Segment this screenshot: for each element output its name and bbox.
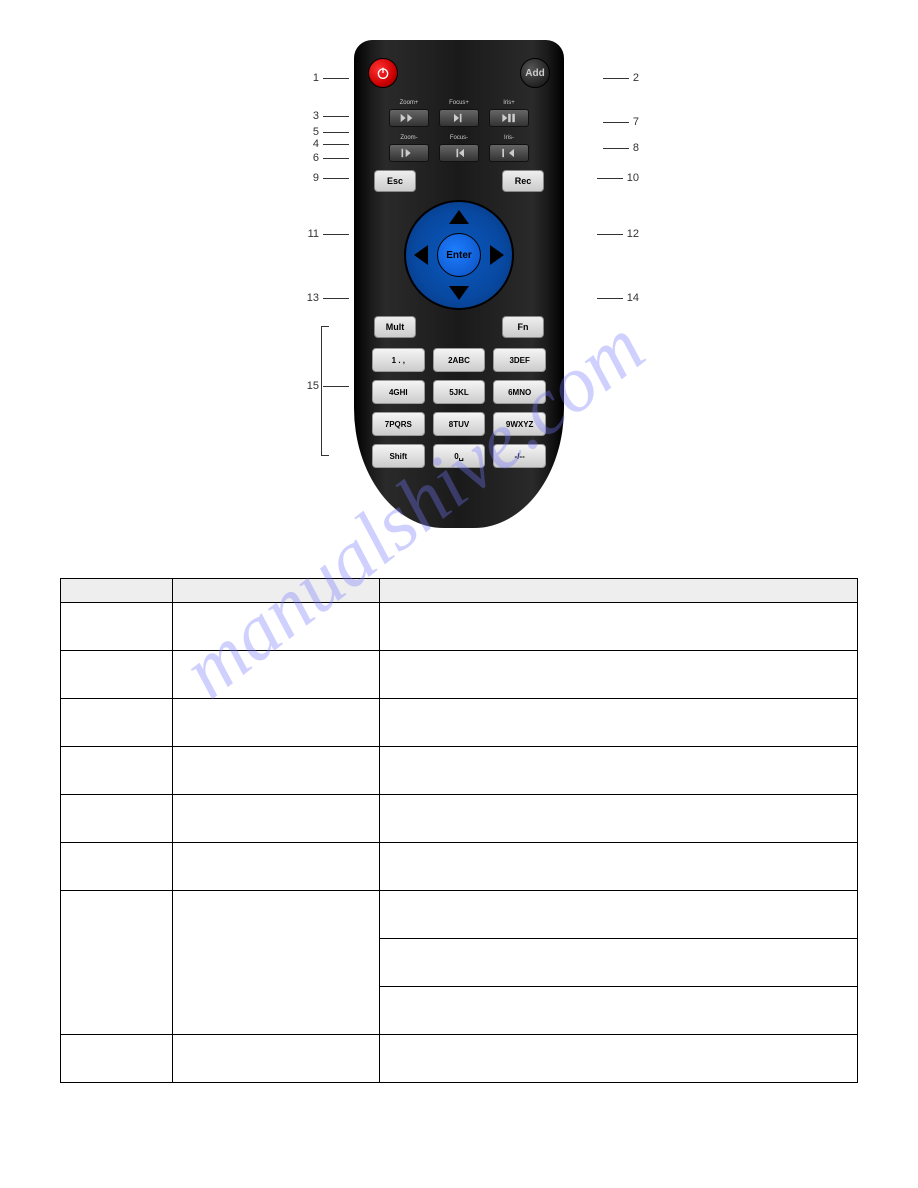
- enter-button[interactable]: Enter: [437, 233, 481, 277]
- cell-func: [379, 603, 857, 651]
- callout-14: 14: [569, 292, 639, 304]
- callout-7: 7: [569, 116, 639, 128]
- th-sn: [61, 579, 173, 603]
- callout-6: 6: [279, 152, 349, 164]
- keypad-key-11[interactable]: -/--: [493, 444, 546, 468]
- cell-sn: [61, 747, 173, 795]
- cell-sn: [61, 1035, 173, 1083]
- cell-name: [172, 747, 379, 795]
- cell-name: [172, 651, 379, 699]
- power-button[interactable]: [368, 58, 398, 88]
- keypad-key-7[interactable]: 8TUV: [433, 412, 486, 436]
- focus-plus-label: Focus+: [449, 100, 469, 108]
- cell-func: [379, 843, 857, 891]
- focus-minus-button[interactable]: [439, 144, 479, 162]
- rec-button[interactable]: Rec: [502, 170, 544, 192]
- table-row: [61, 699, 858, 747]
- callout-12: 12: [569, 228, 639, 240]
- cell-sn: [61, 891, 173, 1035]
- dpad-right[interactable]: [490, 245, 504, 265]
- zoom-minus-label: Zoom-: [400, 135, 417, 143]
- keypad-key-6[interactable]: 7PQRS: [372, 412, 425, 436]
- callout-11: 11: [279, 228, 349, 240]
- callout-15: 15: [279, 380, 349, 392]
- callout-4: 4: [279, 138, 349, 150]
- table-row: [61, 603, 858, 651]
- cell-func: [379, 1035, 857, 1083]
- keypad-key-9[interactable]: Shift: [372, 444, 425, 468]
- callout-9: 9: [279, 172, 349, 184]
- dpad-left[interactable]: [414, 245, 428, 265]
- dpad: Enter: [404, 200, 514, 310]
- cell-func: [379, 651, 857, 699]
- zoom-plus-button[interactable]: [389, 109, 429, 127]
- esc-button[interactable]: Esc: [374, 170, 416, 192]
- dpad-up[interactable]: [449, 210, 469, 224]
- remote-figure: 135469111315 278101214 Add Zoom+ Foc: [60, 40, 858, 528]
- cell-sn: [61, 603, 173, 651]
- cell-sn: [61, 651, 173, 699]
- cell-func: [379, 891, 857, 939]
- table-row: [61, 843, 858, 891]
- cell-sn: [61, 795, 173, 843]
- callout-1: 1: [279, 72, 349, 84]
- cell-func: [379, 939, 857, 987]
- cell-name: [172, 843, 379, 891]
- fn-button[interactable]: Fn: [502, 316, 544, 338]
- cell-func: [379, 795, 857, 843]
- cell-sn: [61, 843, 173, 891]
- focus-minus-label: Focus-: [450, 135, 468, 143]
- callout-10: 10: [569, 172, 639, 184]
- focus-plus-button[interactable]: [439, 109, 479, 127]
- cell-func: [379, 747, 857, 795]
- callout-13: 13: [279, 292, 349, 304]
- keypad-key-3[interactable]: 4GHI: [372, 380, 425, 404]
- keypad-key-0[interactable]: 1 . ,: [372, 348, 425, 372]
- page: 135469111315 278101214 Add Zoom+ Foc: [0, 0, 918, 1123]
- mult-button[interactable]: Mult: [374, 316, 416, 338]
- dpad-down[interactable]: [449, 286, 469, 300]
- add-button[interactable]: Add: [520, 58, 550, 88]
- cell-func: [379, 699, 857, 747]
- keypad-key-10[interactable]: 0␣: [433, 444, 486, 468]
- callout-2: 2: [569, 72, 639, 84]
- keypad-key-4[interactable]: 5JKL: [433, 380, 486, 404]
- callout-5: 5: [279, 126, 349, 138]
- cell-sn: [61, 699, 173, 747]
- table-row: [61, 651, 858, 699]
- keypad-key-2[interactable]: 3DEF: [493, 348, 546, 372]
- th-func: [379, 579, 857, 603]
- keypad: 1 . , 2ABC 3DEF 4GHI 5JKL 6MNO 7PQRS 8TUV 9WXYZ S…: [368, 348, 550, 468]
- cell-name: [172, 795, 379, 843]
- iris-minus-button[interactable]: [489, 144, 529, 162]
- callout-8: 8: [569, 142, 639, 154]
- table-row: [61, 795, 858, 843]
- table-row: [61, 747, 858, 795]
- cell-name: [172, 699, 379, 747]
- keypad-key-5[interactable]: 6MNO: [493, 380, 546, 404]
- keypad-key-1[interactable]: 2ABC: [433, 348, 486, 372]
- iris-plus-button[interactable]: [489, 109, 529, 127]
- table-row: [61, 891, 858, 939]
- iris-plus-label: Iris+: [503, 100, 515, 108]
- th-name: [172, 579, 379, 603]
- cell-name: [172, 603, 379, 651]
- zoom-plus-label: Zoom+: [400, 100, 419, 108]
- remote-body: Add Zoom+ Focus+ Iris+: [354, 40, 564, 528]
- table-header-row: [61, 579, 858, 603]
- function-table: [60, 578, 858, 1083]
- callout-bracket-15: [321, 326, 329, 456]
- table-row: [61, 1035, 858, 1083]
- cell-func: [379, 987, 857, 1035]
- iris-minus-label: Iris-: [504, 135, 514, 143]
- keypad-key-8[interactable]: 9WXYZ: [493, 412, 546, 436]
- callout-3: 3: [279, 110, 349, 122]
- cell-name: [172, 891, 379, 1035]
- cell-name: [172, 1035, 379, 1083]
- zoom-minus-button[interactable]: [389, 144, 429, 162]
